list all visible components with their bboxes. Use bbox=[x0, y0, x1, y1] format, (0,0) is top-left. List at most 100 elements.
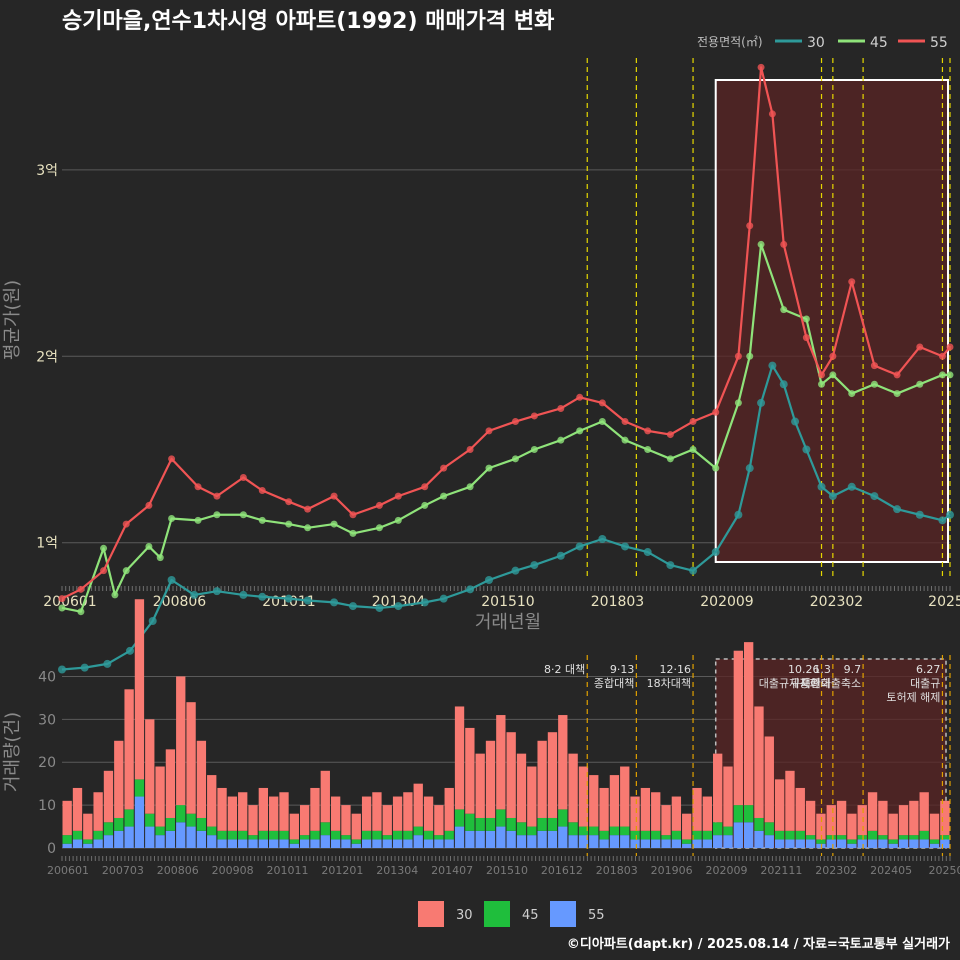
volume-bar-30 bbox=[475, 753, 485, 818]
series-point-55 bbox=[757, 63, 765, 71]
volume-bar-30 bbox=[465, 727, 475, 814]
policy-label-p4: 대출규제강화 bbox=[759, 677, 820, 690]
volume-bar-55 bbox=[836, 839, 847, 848]
series-point-30 bbox=[58, 665, 66, 674]
volume-bar-45 bbox=[826, 835, 836, 840]
volume-bar-45 bbox=[72, 830, 83, 840]
volume-bar-45 bbox=[795, 830, 805, 840]
series-point-30 bbox=[575, 542, 584, 551]
bottom-x-tick-label: 202111 bbox=[760, 864, 802, 877]
volume-bar-55 bbox=[743, 822, 754, 848]
series-point-30 bbox=[303, 596, 312, 605]
volume-bar-55 bbox=[330, 839, 341, 848]
volume-bar-30 bbox=[320, 770, 330, 823]
series-point-30 bbox=[439, 594, 448, 603]
volume-bar-30 bbox=[754, 706, 764, 818]
volume-bar-55 bbox=[640, 839, 651, 848]
series-point-55 bbox=[168, 455, 176, 463]
volume-bar-45 bbox=[754, 817, 764, 831]
top-x-tick-label: 2025 bbox=[928, 594, 960, 610]
volume-bar-30 bbox=[196, 740, 207, 818]
volume-bar-45 bbox=[898, 835, 909, 840]
series-point-30 bbox=[847, 482, 856, 491]
volume-bar-30 bbox=[795, 787, 805, 831]
volume-bar-30 bbox=[186, 702, 196, 814]
bottom-x-tick-label: 200703 bbox=[102, 864, 144, 877]
series-point-55 bbox=[394, 492, 402, 500]
series-point-45 bbox=[285, 520, 293, 528]
volume-bar-30 bbox=[836, 800, 847, 836]
volume-bar-45 bbox=[444, 830, 454, 840]
volume-bar-45 bbox=[568, 822, 578, 836]
series-point-55 bbox=[421, 483, 429, 491]
volume-bar-55 bbox=[867, 839, 878, 848]
top-y-tick-label: 1억 bbox=[36, 536, 58, 552]
policy-label-p3: 12·16 bbox=[660, 663, 692, 676]
bottom-x-tick-label: 202302 bbox=[815, 864, 857, 877]
volume-bar-45 bbox=[403, 830, 413, 840]
bottom-x-tick-label: 202009 bbox=[706, 864, 748, 877]
volume-bar-30 bbox=[258, 787, 269, 831]
volume-bar-45 bbox=[382, 835, 392, 840]
series-point-30 bbox=[689, 566, 698, 575]
volume-bar-30 bbox=[898, 805, 909, 836]
series-point-55 bbox=[349, 511, 357, 519]
volume-bar-55 bbox=[671, 839, 682, 848]
series-point-30 bbox=[734, 510, 743, 519]
volume-bar-30 bbox=[826, 805, 836, 836]
volume-bar-45 bbox=[103, 822, 114, 836]
volume-bar-55 bbox=[93, 839, 103, 848]
series-point-45 bbox=[239, 511, 247, 519]
series-point-45 bbox=[111, 591, 119, 599]
series-point-45 bbox=[946, 371, 954, 379]
volume-bar-45 bbox=[651, 830, 661, 840]
top-x-tick-label: 201803 bbox=[591, 594, 644, 610]
volume-bar-55 bbox=[599, 839, 609, 848]
series-point-55 bbox=[938, 352, 946, 360]
series-point-45 bbox=[689, 446, 697, 453]
volume-bar-55 bbox=[145, 826, 155, 848]
volume-bar-45 bbox=[258, 830, 269, 840]
volume-bar-30 bbox=[919, 792, 929, 831]
volume-bar-45 bbox=[805, 835, 816, 840]
volume-bar-55 bbox=[238, 839, 248, 848]
volume-bar-55 bbox=[351, 843, 361, 848]
series-point-55 bbox=[644, 427, 652, 435]
volume-bar-55 bbox=[361, 839, 372, 848]
volume-bar-55 bbox=[692, 839, 702, 848]
series-point-45 bbox=[122, 567, 130, 575]
volume-bar-55 bbox=[754, 830, 764, 848]
volume-bar-55 bbox=[134, 796, 145, 848]
series-point-30 bbox=[190, 590, 199, 599]
volume-bar-45 bbox=[320, 822, 330, 836]
volume-bar-55 bbox=[527, 835, 537, 848]
series-point-45 bbox=[466, 483, 474, 491]
volume-bar-55 bbox=[217, 839, 227, 848]
series-point-45 bbox=[349, 529, 357, 537]
volume-bar-45 bbox=[909, 835, 919, 840]
volume-bar-45 bbox=[413, 826, 423, 836]
series-point-55 bbox=[576, 393, 584, 401]
policy-label-p6: 특례대출축소 bbox=[800, 677, 861, 690]
series-point-55 bbox=[466, 446, 474, 453]
series-point-55 bbox=[304, 505, 312, 513]
bottom-x-tick-label: 200908 bbox=[212, 864, 254, 877]
volume-bar-30 bbox=[733, 650, 743, 806]
series-point-45 bbox=[145, 542, 153, 550]
volume-bar-45 bbox=[630, 830, 640, 840]
series-point-55 bbox=[689, 418, 697, 426]
series-point-55 bbox=[870, 362, 878, 370]
volume-bar-45 bbox=[589, 826, 599, 836]
volume-bar-55 bbox=[114, 830, 124, 848]
policy-label-p2: 종합대책 bbox=[594, 677, 634, 690]
series-point-55 bbox=[145, 501, 153, 509]
bottom-x-tick-label: 202405 bbox=[870, 864, 912, 877]
series-point-30 bbox=[394, 602, 403, 611]
volume-bar-45 bbox=[145, 813, 155, 827]
volume-bar-45 bbox=[558, 809, 568, 827]
series-point-30 bbox=[938, 516, 947, 525]
volume-bar-55 bbox=[72, 839, 83, 848]
series-point-30 bbox=[148, 617, 157, 626]
series-point-55 bbox=[621, 418, 629, 426]
volume-bar-55 bbox=[155, 835, 165, 848]
